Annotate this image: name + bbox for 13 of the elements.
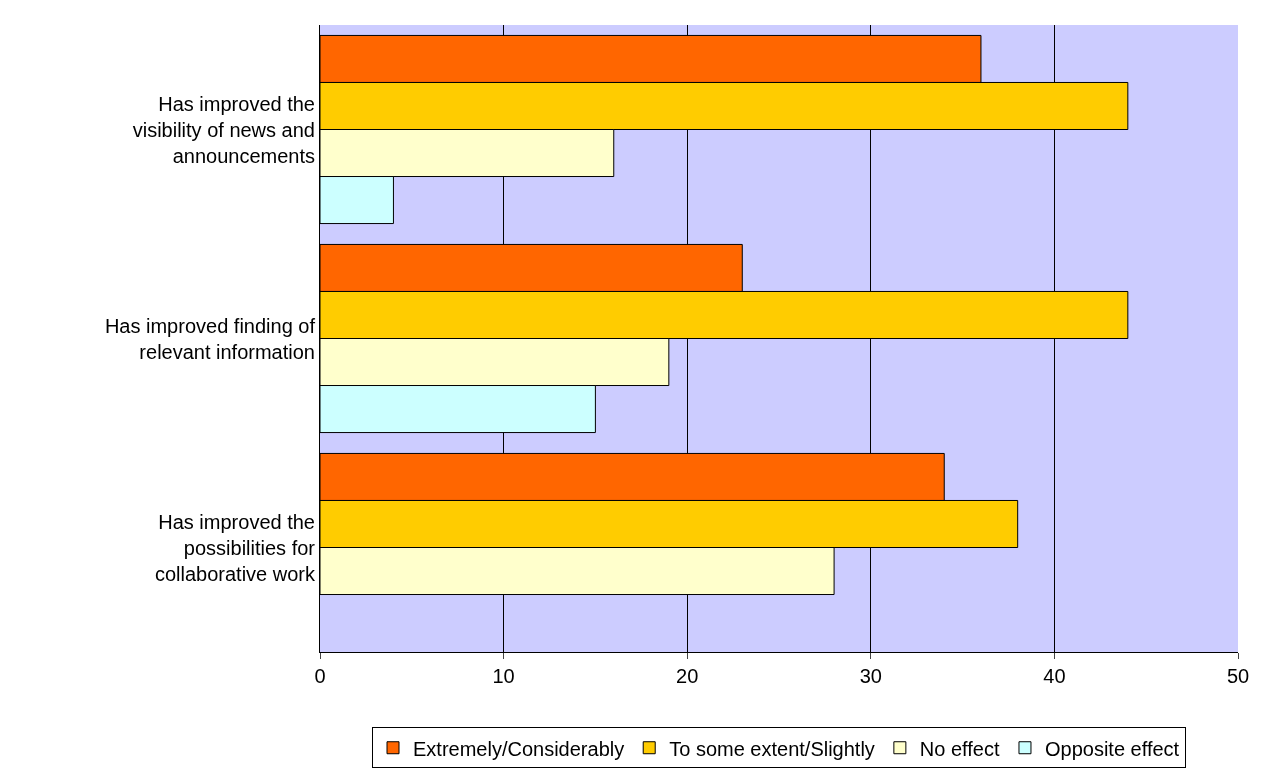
y-tick-label: Has improved the possibilities for collaborative work — [154, 510, 316, 585]
x-tick-label: 0 — [314, 665, 326, 687]
y-tick-label: Has improved finding of relevant information — [104, 314, 316, 363]
x-tick-label: 20 — [676, 665, 699, 687]
x-tick-label: 10 — [492, 665, 515, 687]
x-tick-label: 50 — [1226, 665, 1250, 687]
x-tick-label: 30 — [859, 665, 882, 687]
legend-label: No effect — [919, 737, 1000, 760]
legend-label: Opposite effect — [1044, 737, 1180, 760]
x-tick-label: 40 — [1043, 665, 1066, 687]
y-tick-label: Has improved the visibility of news and announcements — [132, 92, 315, 167]
legend-label: Extremely/Considerably — [413, 737, 625, 760]
legend-label: To some extent/Slightly — [669, 737, 875, 760]
